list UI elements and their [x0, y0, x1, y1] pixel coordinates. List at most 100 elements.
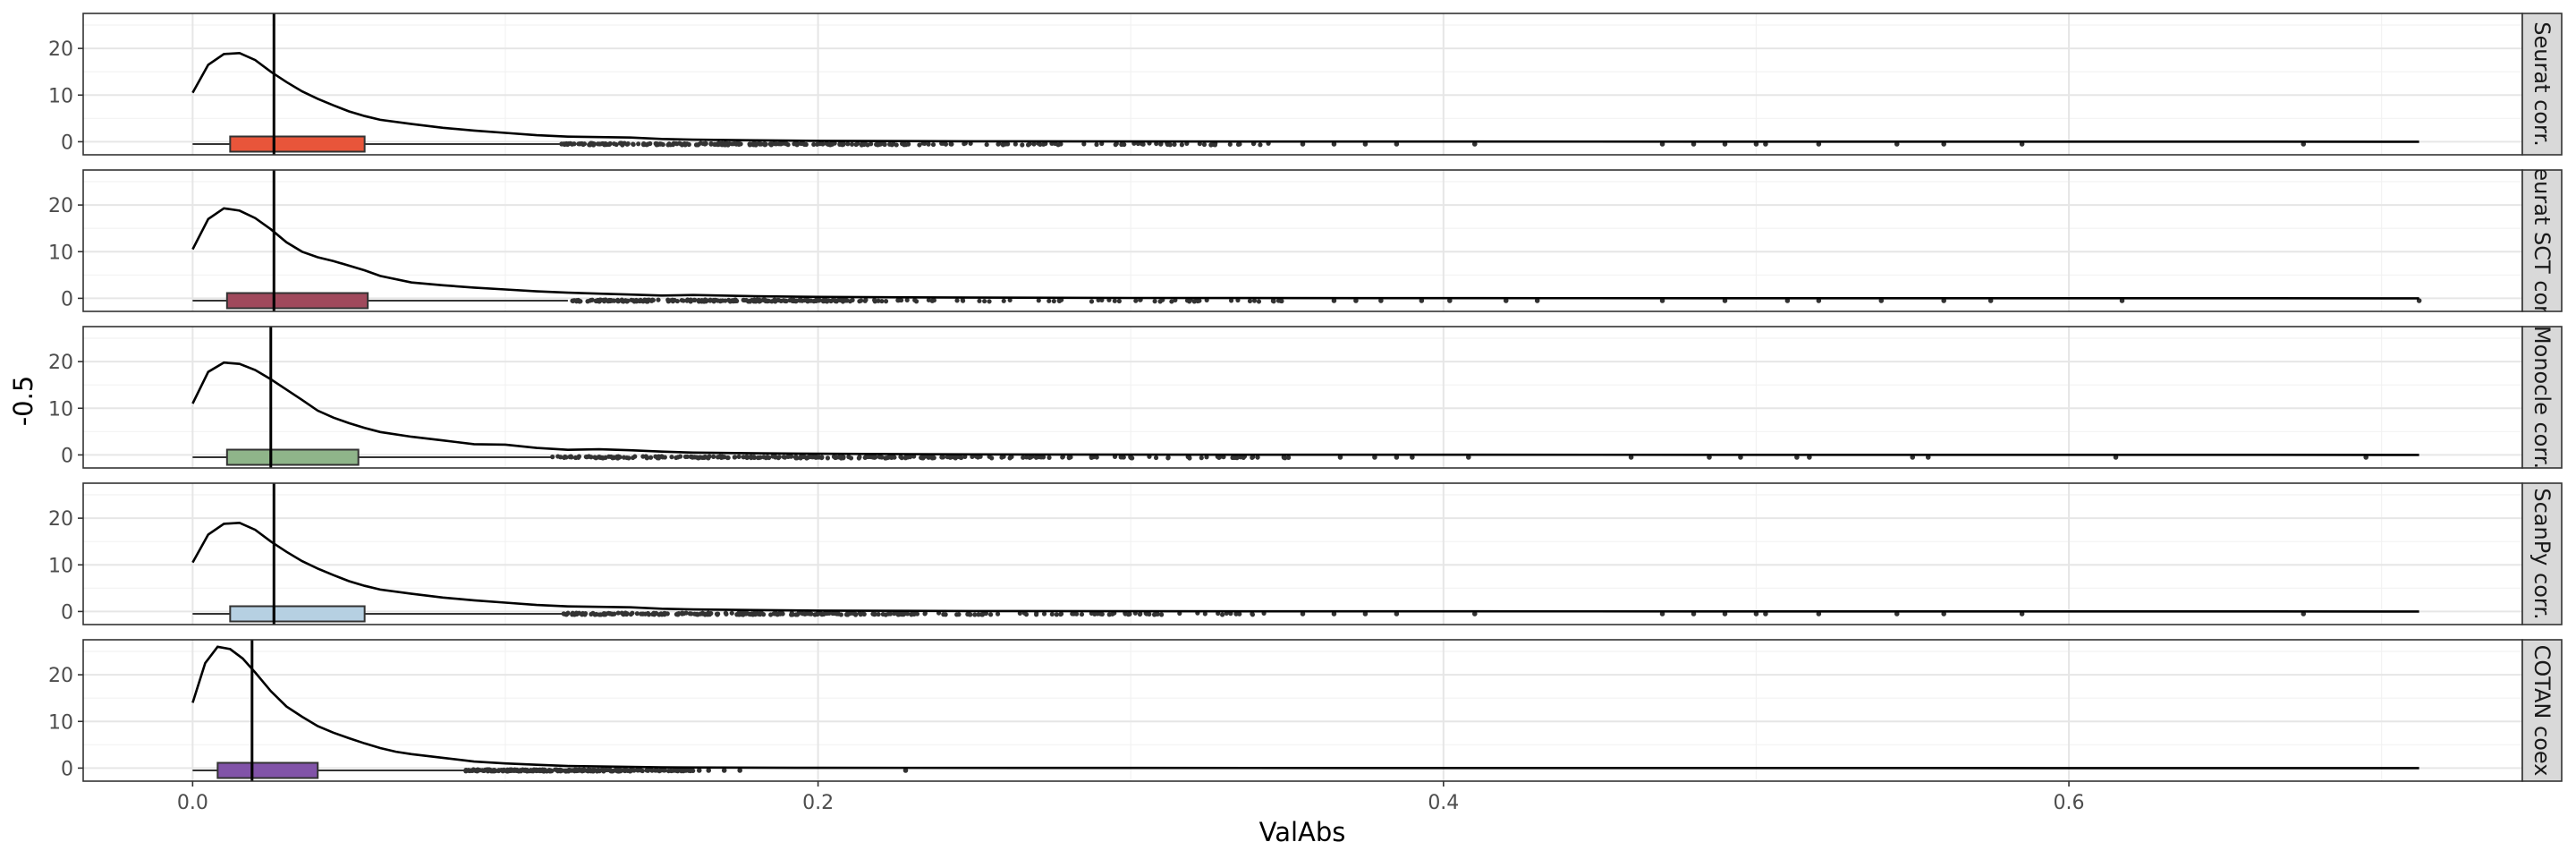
outlier-point [979, 612, 985, 617]
outlier-point [793, 298, 799, 303]
outlier-point [1187, 455, 1192, 461]
outlier-point [1941, 141, 1947, 147]
outlier-point [665, 768, 672, 774]
outlier-point [1195, 298, 1200, 304]
outlier-point [743, 297, 749, 303]
outlier-point [623, 611, 628, 617]
outlier-point [656, 455, 662, 461]
outlier-point [721, 768, 727, 773]
y-tick-label: 20 [48, 38, 73, 61]
outlier-point [965, 611, 970, 617]
outlier-point [910, 611, 916, 617]
outlier-point [1722, 298, 1728, 303]
facet-label: Monocle corr. [2529, 326, 2555, 469]
outlier-point [1281, 455, 1286, 460]
outlier-point [1058, 611, 1064, 617]
outlier-point [856, 455, 861, 461]
outlier-point [879, 298, 885, 304]
outlier-point [615, 610, 621, 616]
outlier-point [960, 298, 966, 303]
outlier-point [1331, 298, 1337, 303]
outlier-point [1094, 141, 1099, 148]
outlier-point [1987, 298, 1994, 303]
outlier-point [945, 455, 950, 460]
outlier-point [618, 768, 623, 773]
outlier-point [615, 454, 622, 459]
outlier-point [849, 141, 855, 147]
outlier-point [879, 455, 885, 460]
outlier-point [803, 297, 809, 303]
y-tick-label: 10 [48, 555, 73, 577]
outlier-point [1172, 141, 1177, 148]
y-tick-label: 20 [48, 195, 73, 217]
outlier-point [573, 610, 580, 616]
outlier-point [755, 455, 761, 461]
outlier-point [817, 297, 822, 303]
outlier-point [567, 768, 572, 773]
facet-label: ScanPy corr. [2529, 488, 2555, 619]
outlier-point [1279, 298, 1284, 304]
outlier-point [902, 768, 909, 773]
outlier-point [608, 298, 614, 303]
outlier-point [861, 141, 867, 148]
facet-label-group: Monocle corr. [2529, 326, 2555, 469]
outlier-point [736, 454, 741, 459]
outlier-point [1167, 142, 1173, 148]
outlier-point [624, 299, 630, 304]
outlier-point [848, 455, 854, 461]
outlier-point [700, 140, 706, 147]
outlier-point [872, 455, 877, 460]
outlier-point [1079, 611, 1085, 617]
outlier-point [548, 768, 554, 774]
outlier-point [902, 455, 909, 461]
outlier-point [763, 141, 768, 147]
outlier-point [1036, 298, 1041, 303]
outlier-point [747, 142, 752, 148]
outlier-point [1250, 612, 1256, 617]
outlier-point [1941, 611, 1947, 617]
outlier-point [882, 141, 887, 147]
outlier-point [588, 140, 594, 146]
y-tick-label: 0 [61, 601, 73, 624]
x-tick-label: 0.0 [177, 792, 208, 814]
outlier-point [987, 299, 992, 304]
outlier-point [620, 141, 625, 148]
outlier-point [746, 611, 751, 617]
outlier-point [894, 610, 900, 617]
outlier-point [930, 297, 936, 303]
outlier-point [634, 611, 640, 617]
outlier-point [570, 610, 575, 616]
outlier-point [486, 768, 492, 773]
outlier-point [962, 141, 967, 147]
outlier-point [768, 612, 774, 617]
outlier-point [624, 141, 630, 147]
outlier-point [732, 455, 737, 460]
outlier-point [972, 612, 978, 617]
outlier-point [771, 140, 776, 146]
outlier-point [763, 298, 768, 304]
facet-strip [2521, 13, 2563, 156]
outlier-point [550, 455, 555, 460]
outlier-point [570, 298, 576, 303]
outlier-point [492, 768, 497, 773]
outlier-point [1028, 455, 1033, 460]
outlier-point [789, 454, 794, 459]
outlier-point [589, 455, 594, 460]
outlier-point [657, 141, 663, 147]
outlier-point [863, 297, 869, 302]
outlier-point [801, 454, 807, 460]
outlier-point [1471, 141, 1478, 147]
outlier-point [1116, 298, 1122, 304]
facet-label-group: Seurat corr. [2529, 21, 2555, 146]
outlier-point [1220, 612, 1225, 617]
outlier-point [696, 141, 701, 148]
outlier-point [941, 612, 946, 617]
outlier-point [1300, 611, 1306, 617]
outlier-point [682, 454, 689, 460]
outlier-point [828, 298, 834, 304]
outlier-point [640, 454, 646, 459]
outlier-point [631, 141, 636, 148]
outlier-point [510, 768, 515, 773]
outlier-point [1690, 611, 1697, 617]
facet-panel: 0 10 20 Seurat SCT corr. [48, 169, 2563, 312]
